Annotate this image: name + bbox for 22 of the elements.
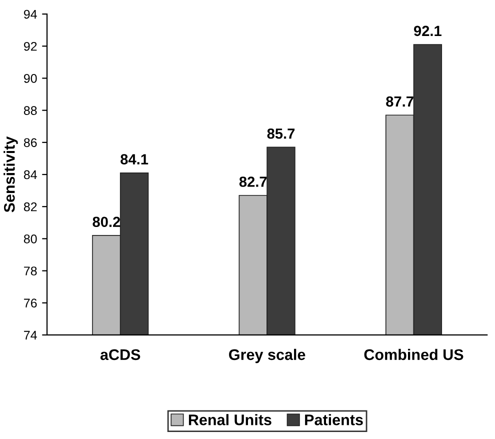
y-tick-label: 86 [24,138,37,148]
x-tick-label: Grey scale [229,348,306,364]
x-tick-label: aCDS [100,349,140,360]
y-tick-label: 78 [24,266,37,276]
y-tick-label: 80 [24,234,37,244]
y-tick-label: 74 [24,330,37,340]
y-tick-label: 76 [24,298,37,308]
y-axis-title: Sensitivity [4,136,18,212]
data-label: 92.1 [414,26,442,36]
data-label: 85.7 [267,128,295,139]
data-label: 87.7 [386,96,414,107]
data-label: 84.1 [120,154,148,164]
x-tick-label: Combined US [364,348,464,360]
y-tick-label: 82 [24,202,37,212]
y-tick-label: 90 [24,74,37,83]
y-tick-label: 94 [24,10,37,19]
y-tick-label: 92 [24,42,37,51]
data-label: 80.2 [92,216,120,228]
legend-label: Patients [305,414,363,426]
y-tick-label: 88 [24,106,37,115]
legend-label: Renal Units [188,414,272,426]
y-tick-label: 84 [24,170,37,180]
